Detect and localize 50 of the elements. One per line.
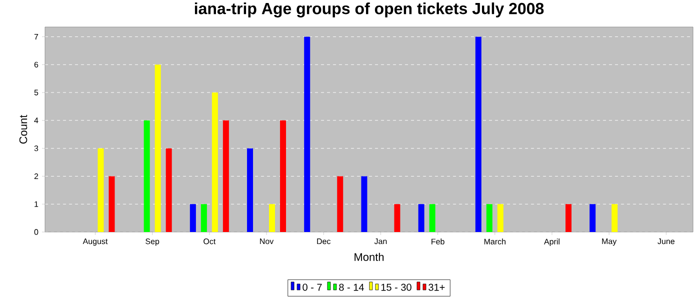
x-tick-label: Jan [374, 238, 387, 244]
bar [269, 204, 276, 232]
x-axis-title: Month [354, 252, 384, 261]
bar [337, 176, 344, 232]
x-tick-label: June [658, 238, 674, 244]
x-tick-label: Nov [260, 238, 274, 244]
bar [394, 204, 400, 232]
y-tick-label: 0 [34, 229, 38, 235]
bar [144, 120, 150, 232]
y-tick-label: 6 [34, 62, 38, 68]
bar [247, 148, 254, 232]
x-tick-label: May [602, 238, 617, 246]
bar [429, 204, 436, 232]
x-tick-label: August [82, 238, 108, 246]
x-tick-label: March [484, 238, 506, 244]
bar [212, 92, 218, 232]
x-tick-label: Oct [204, 238, 216, 244]
bar [108, 176, 115, 232]
y-tick-label: 5 [34, 90, 38, 96]
legend-label: 0 - 7 [302, 284, 322, 291]
bar [304, 36, 310, 232]
bar [475, 36, 482, 232]
legend-label: 15 - 30 [381, 284, 412, 291]
legend-label: 31+ [428, 284, 445, 291]
y-tick-label: 3 [34, 145, 38, 152]
x-tick-label: Dec [317, 238, 331, 244]
bar [98, 148, 104, 232]
bar [590, 204, 596, 232]
bar [418, 204, 424, 232]
x-tick-label: Feb [432, 238, 444, 244]
bar [190, 204, 196, 232]
y-tick-label: 1 [34, 201, 38, 207]
y-tick-label: 2 [34, 173, 38, 180]
x-tick-label: Sep [146, 238, 160, 246]
bar [154, 64, 161, 232]
chart-title: iana-trip Age groups of open tickets July 2008 [194, 2, 544, 18]
bar [486, 204, 492, 232]
y-axis-title: Count [19, 114, 28, 144]
bar [565, 204, 572, 232]
bar [280, 120, 286, 232]
bar [222, 120, 229, 232]
x-tick-label: April [544, 238, 560, 246]
y-tick-label: 4 [34, 118, 38, 124]
bar [166, 148, 172, 232]
bar [612, 204, 618, 232]
bar [200, 204, 207, 232]
bar [361, 176, 368, 232]
legend-label: 8 - 14 [339, 284, 364, 291]
y-tick-label: 7 [34, 34, 38, 40]
bar [497, 204, 504, 232]
